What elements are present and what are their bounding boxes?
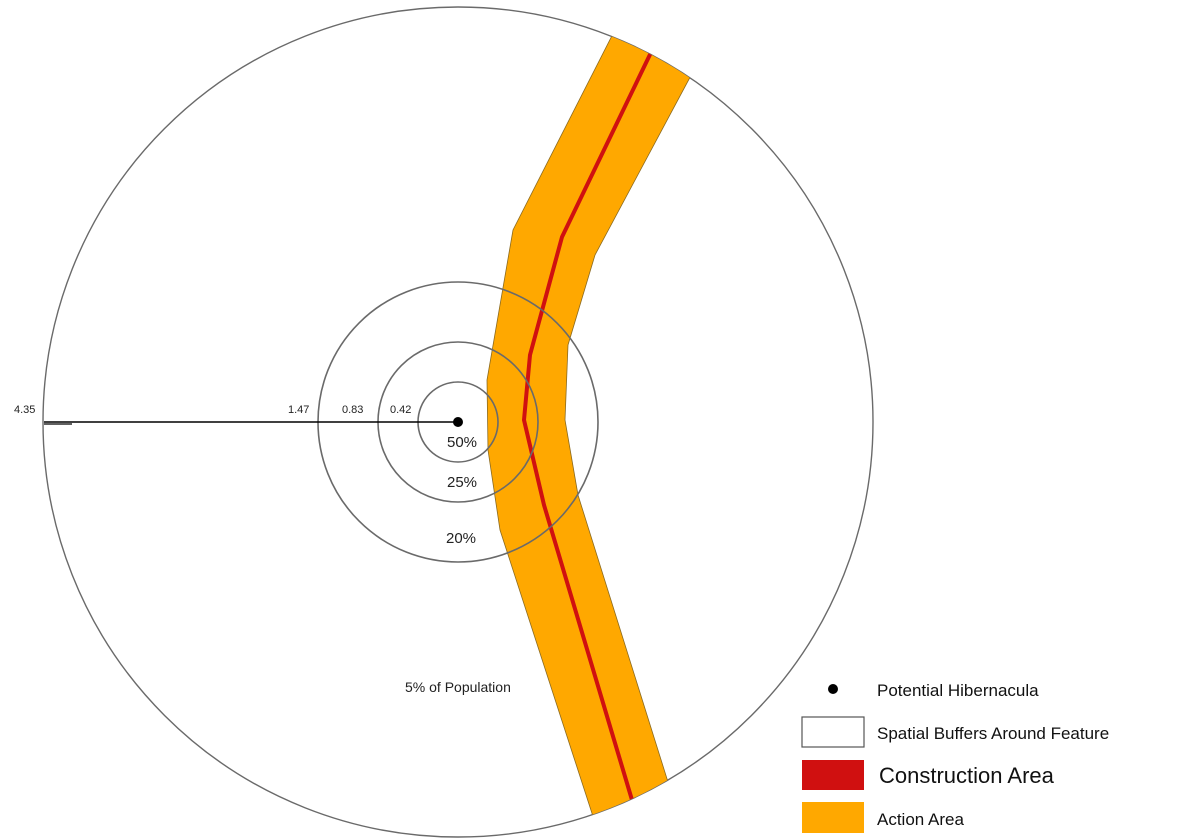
- population-label-inner: 50%: [447, 434, 477, 451]
- population-label-middle: 25%: [447, 474, 477, 491]
- legend-construction-label: Construction Area: [879, 763, 1055, 788]
- hibernacula-point: [453, 417, 463, 427]
- legend-buffers-label: Spatial Buffers Around Feature: [877, 724, 1109, 743]
- legend-hibernacula-label: Potential Hibernacula: [877, 681, 1039, 700]
- legend-action-label: Action Area: [877, 810, 964, 829]
- population-label-outer-ring: 20%: [446, 530, 476, 547]
- corridor-group: [486, 19, 696, 837]
- legend-buffers-swatch: [801, 716, 865, 748]
- population-label-remainder: 5% of Population: [405, 679, 511, 695]
- legend-hibernacula-swatch: [828, 684, 838, 694]
- distance-label-ring3: 1.47: [288, 404, 309, 416]
- outer-buffer-circle: [42, 6, 874, 838]
- legend-action-swatch: [802, 802, 864, 833]
- legend: Potential Hibernacula Spatial Buffers Ar…: [801, 681, 1109, 833]
- legend-construction-swatch: [802, 760, 864, 790]
- distance-label-ring2: 0.83: [342, 404, 363, 416]
- distance-label-outer: 4.35: [14, 404, 35, 416]
- action-area-polygon: [486, 19, 696, 837]
- construction-area-line: [522, 39, 659, 801]
- distance-label-ring1: 0.42: [390, 404, 411, 416]
